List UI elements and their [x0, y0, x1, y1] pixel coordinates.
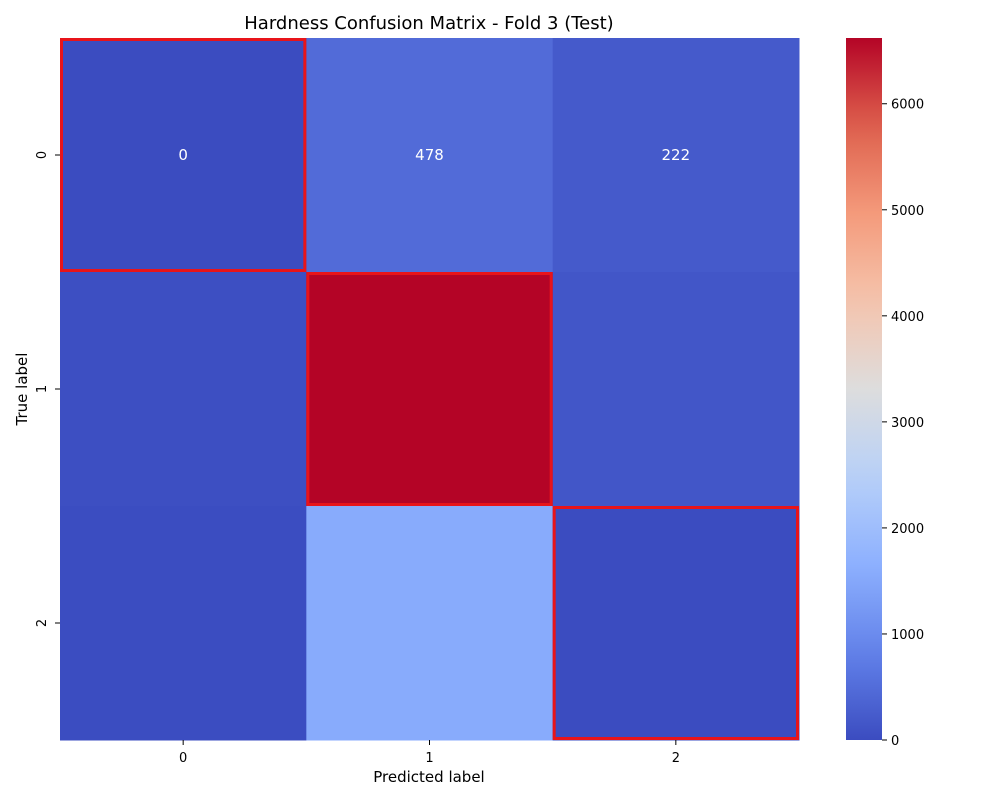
heatmap-cell-r1-c1 [306, 272, 554, 507]
heatmap-cell-r1-c0 [60, 272, 307, 507]
y-tick-label-0: 0 [35, 151, 50, 159]
colorbar-tick-label-2: 2000 [891, 522, 924, 537]
heatmap-cell-r2-c2 [552, 506, 800, 741]
heatmap-cell-r2-c1 [306, 506, 554, 741]
x-tick-label-1: 1 [425, 751, 433, 766]
x-tick-label-0: 0 [179, 751, 187, 766]
colorbar-tick-label-3: 3000 [891, 416, 924, 431]
y-axis-label: True label [13, 353, 31, 427]
cell-annotation-r0-c2: 222 [662, 146, 691, 164]
cell-annotations: 0 478 222 [178, 146, 690, 164]
colorbar-tick-label-4: 4000 [891, 310, 924, 325]
y-tick-label-1: 1 [35, 385, 50, 393]
heatmap-cell-r0-c2 [552, 38, 800, 273]
x-axis-label: Predicted label [373, 768, 484, 786]
chart-title: Hardness Confusion Matrix - Fold 3 (Test… [244, 13, 613, 34]
heatmap-cell-r2-c0 [60, 506, 307, 741]
colorbar-tick-label-1: 1000 [891, 628, 924, 643]
heatmap-cell-r0-c0 [60, 38, 307, 273]
cell-annotation-r0-c0: 0 [178, 146, 188, 164]
colorbar-ticks: 0 1000 2000 3000 4000 5000 6000 [882, 98, 924, 749]
colorbar-tick-label-6: 6000 [891, 98, 924, 113]
colorbar [846, 38, 882, 740]
highlight-box-r2-c2 [552, 506, 800, 740]
x-axis-ticks: 0 1 2 [179, 740, 680, 766]
highlight-box-r1-c1 [306, 272, 553, 506]
highlight-box-r0-c0 [60, 38, 307, 272]
colorbar-tick-label-5: 5000 [891, 204, 924, 219]
heatmap-cell-r0-c1 [306, 38, 554, 273]
cell-annotation-r0-c1: 478 [415, 146, 444, 164]
heatmap-cell-r1-c2 [552, 272, 800, 507]
x-tick-label-2: 2 [672, 751, 680, 766]
colorbar-tick-label-0: 0 [891, 734, 899, 749]
heatmap-cells [60, 38, 800, 741]
y-tick-label-2: 2 [35, 619, 50, 627]
y-axis-ticks: 0 1 2 [35, 151, 60, 627]
diagonal-highlights [60, 38, 800, 740]
